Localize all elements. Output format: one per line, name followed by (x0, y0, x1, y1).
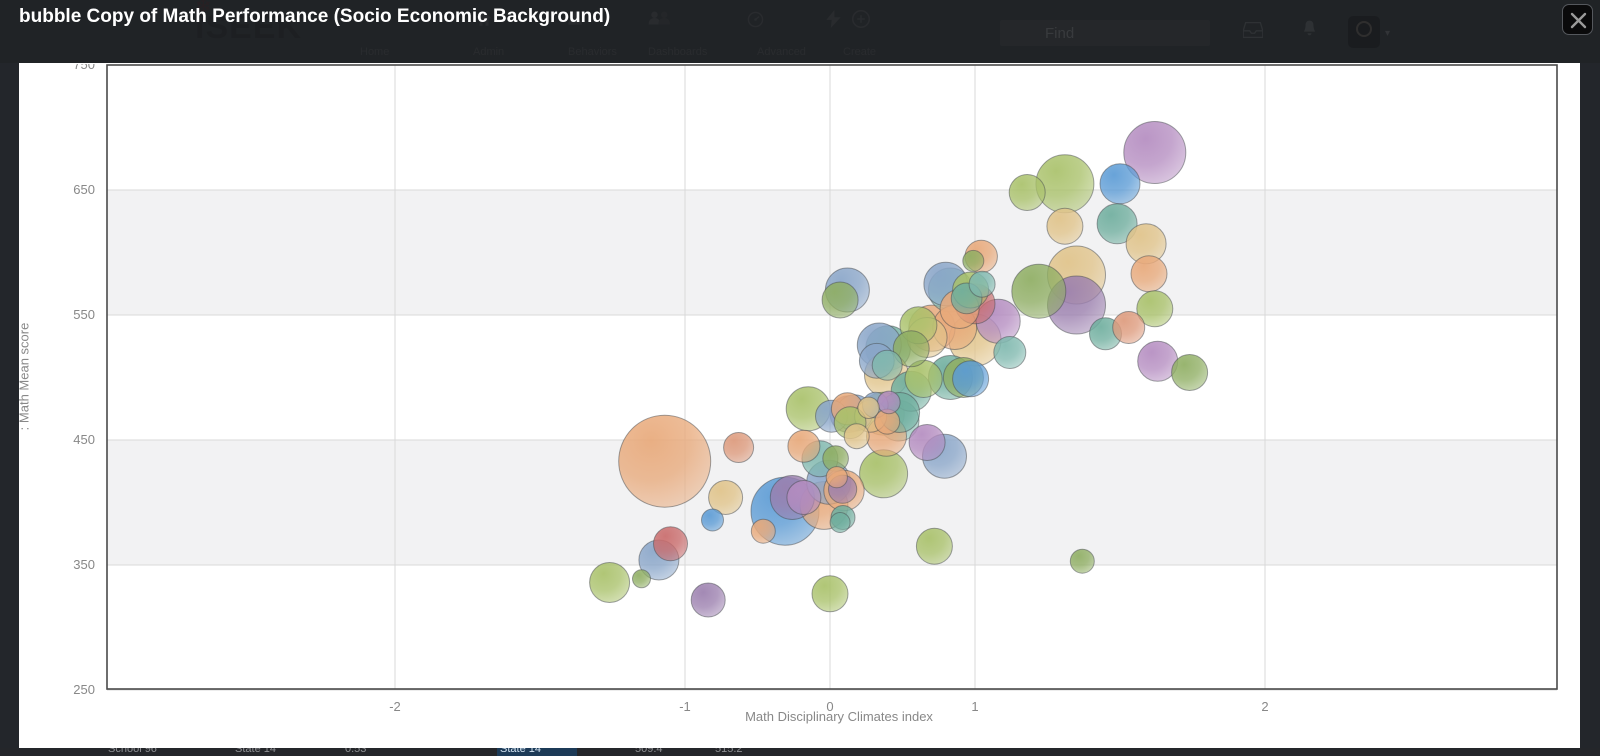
svg-text:250: 250 (73, 682, 95, 697)
svg-text:2: 2 (1261, 699, 1268, 714)
svg-text:-2: -2 (389, 699, 401, 714)
svg-text:550: 550 (73, 307, 95, 322)
svg-text:450: 450 (73, 432, 95, 447)
svg-text:650: 650 (73, 182, 95, 197)
svg-text:750: 750 (73, 64, 95, 72)
svg-text:350: 350 (73, 557, 95, 572)
